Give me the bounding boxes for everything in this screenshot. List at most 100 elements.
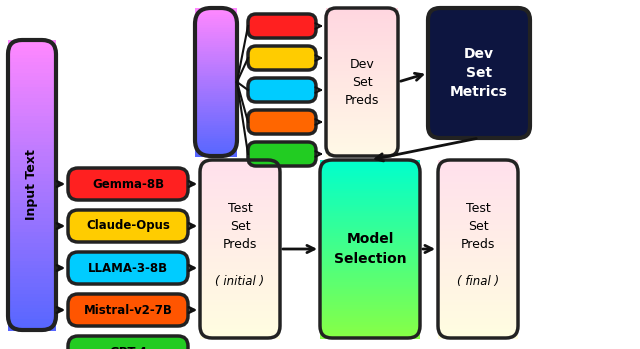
Bar <box>8 51 56 55</box>
Bar <box>438 258 518 261</box>
Bar <box>320 164 420 167</box>
Bar <box>195 91 237 94</box>
Bar <box>8 301 56 305</box>
Bar <box>8 243 56 247</box>
Bar <box>438 160 518 163</box>
Bar <box>8 112 56 117</box>
Bar <box>326 17 398 20</box>
Bar <box>195 62 237 64</box>
Text: ( final ): ( final ) <box>457 275 499 288</box>
Bar <box>438 331 518 334</box>
Bar <box>326 65 398 68</box>
Bar <box>8 171 56 174</box>
Bar <box>438 180 518 183</box>
Bar <box>438 262 518 265</box>
Bar <box>195 84 237 86</box>
Bar <box>200 265 280 267</box>
Bar <box>200 256 280 258</box>
Bar <box>326 64 398 66</box>
Bar <box>320 242 420 245</box>
Bar <box>326 132 398 134</box>
Bar <box>438 305 518 307</box>
Bar <box>8 236 56 240</box>
Bar <box>438 274 518 276</box>
Bar <box>200 296 280 298</box>
FancyBboxPatch shape <box>68 210 188 242</box>
Bar <box>320 336 420 339</box>
Bar <box>438 238 518 240</box>
Bar <box>326 62 398 64</box>
Bar <box>195 27 237 29</box>
Bar <box>8 218 56 222</box>
Bar <box>195 95 237 97</box>
Bar <box>8 124 56 127</box>
Bar <box>438 240 518 243</box>
Bar <box>8 167 56 171</box>
Bar <box>195 82 237 84</box>
Bar <box>326 41 398 44</box>
Bar <box>200 171 280 174</box>
Bar <box>195 78 237 81</box>
Bar <box>320 249 420 252</box>
Bar <box>320 302 420 305</box>
Bar <box>200 169 280 172</box>
Bar <box>200 336 280 339</box>
Bar <box>320 182 420 185</box>
Bar <box>326 78 398 81</box>
Bar <box>200 320 280 323</box>
Bar <box>326 141 398 143</box>
Bar <box>326 80 398 82</box>
Bar <box>8 159 56 164</box>
Bar <box>438 202 518 205</box>
Bar <box>326 34 398 36</box>
Bar <box>320 191 420 194</box>
Bar <box>195 38 237 40</box>
Bar <box>438 276 518 279</box>
Bar <box>8 258 56 262</box>
Bar <box>195 97 237 99</box>
Bar <box>200 287 280 290</box>
FancyBboxPatch shape <box>248 46 316 70</box>
Bar <box>8 54 56 59</box>
Bar <box>326 102 398 105</box>
Bar <box>200 253 280 256</box>
Bar <box>320 287 420 290</box>
Bar <box>438 280 518 283</box>
Bar <box>8 109 56 113</box>
Bar <box>326 128 398 131</box>
Bar <box>195 117 237 119</box>
Bar <box>326 145 398 147</box>
Bar <box>195 17 237 20</box>
Bar <box>195 60 237 62</box>
Bar <box>320 309 420 312</box>
Bar <box>438 207 518 209</box>
Bar <box>438 282 518 285</box>
Bar <box>8 105 56 109</box>
Bar <box>326 71 398 73</box>
Bar <box>8 83 56 88</box>
Bar <box>195 126 237 129</box>
Bar <box>200 278 280 281</box>
Text: ( initial ): ( initial ) <box>216 275 264 288</box>
Bar <box>195 138 237 140</box>
FancyBboxPatch shape <box>248 142 316 166</box>
Bar <box>8 221 56 225</box>
Bar <box>195 30 237 32</box>
Bar <box>8 163 56 168</box>
Bar <box>8 247 56 251</box>
Bar <box>326 89 398 92</box>
Bar <box>195 89 237 92</box>
FancyBboxPatch shape <box>68 294 188 326</box>
Bar <box>200 195 280 198</box>
Bar <box>326 56 398 58</box>
FancyBboxPatch shape <box>68 252 188 284</box>
Bar <box>320 216 420 218</box>
Bar <box>200 191 280 194</box>
FancyBboxPatch shape <box>248 78 316 102</box>
Bar <box>438 302 518 305</box>
Bar <box>320 160 420 163</box>
Bar <box>8 192 56 196</box>
Bar <box>320 289 420 292</box>
Bar <box>8 62 56 66</box>
Bar <box>195 99 237 101</box>
